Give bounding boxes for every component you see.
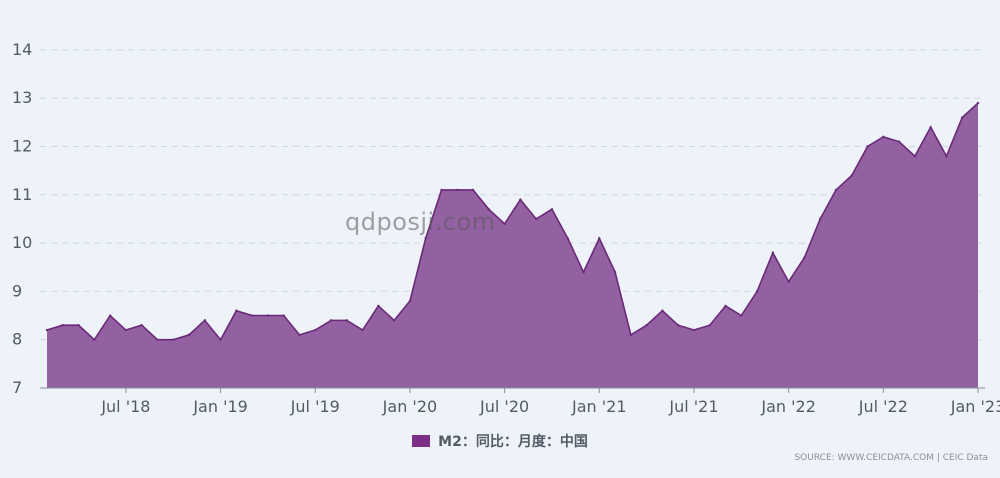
data-point (329, 319, 333, 322)
data-point (976, 101, 980, 105)
data-point (929, 125, 932, 129)
data-point (266, 314, 270, 317)
legend[interactable]: M2：同比：月度：中国 (0, 431, 1000, 451)
data-point (897, 140, 901, 143)
data-point (314, 328, 317, 332)
data-point (598, 237, 601, 240)
data-point (629, 333, 633, 337)
data-point (755, 290, 759, 293)
y-tick-label: 11 (12, 185, 32, 204)
data-point (456, 188, 459, 192)
data-point (471, 188, 475, 192)
legend-label: M2：同比：月度：中国 (438, 434, 588, 450)
legend-swatch (412, 435, 431, 447)
data-point (345, 319, 349, 322)
data-point (661, 309, 664, 312)
data-point (172, 338, 175, 341)
x-tick-label: Jul '19 (290, 397, 340, 416)
data-point (771, 251, 775, 254)
data-point (140, 324, 143, 327)
data-point (361, 328, 364, 332)
data-point (219, 338, 222, 341)
data-point (440, 188, 443, 192)
data-point (61, 324, 64, 327)
x-tick-label: Jul '20 (479, 397, 529, 416)
x-tick-label: Jan '19 (192, 397, 248, 416)
data-point (945, 154, 948, 158)
data-point (692, 328, 696, 332)
x-tick-label: Jan '21 (571, 397, 627, 416)
data-point (203, 319, 206, 322)
data-point (377, 304, 380, 308)
data-point (676, 324, 680, 327)
data-point (124, 328, 128, 332)
data-point (487, 208, 491, 211)
data-point (424, 237, 427, 240)
data-point (882, 135, 885, 139)
data-point (45, 328, 49, 332)
data-point (803, 256, 806, 259)
y-tick-label: 8 (12, 330, 22, 349)
x-tick-label: Jul '22 (858, 397, 908, 416)
x-tick-label: Jul '18 (100, 397, 150, 416)
data-point (834, 188, 838, 192)
source-note: SOURCE: WWW.CEICDATA.COM | CEIC Data (794, 453, 988, 463)
data-point (503, 222, 506, 225)
y-tick-label: 12 (12, 137, 32, 156)
data-point (613, 270, 617, 274)
data-point (740, 314, 743, 317)
x-tick-label: Jan '23 (950, 397, 1000, 416)
data-point (519, 198, 522, 201)
area-fill (47, 103, 978, 388)
data-point (866, 145, 869, 148)
data-point (566, 237, 569, 240)
data-point (93, 338, 96, 341)
data-point (235, 309, 238, 312)
data-point (724, 304, 727, 308)
data-point (187, 333, 191, 337)
data-point (708, 324, 711, 327)
x-tick-label: Jan '22 (760, 397, 816, 416)
data-point (550, 208, 554, 211)
y-tick-label: 14 (12, 40, 32, 59)
data-point (156, 338, 159, 341)
data-point (408, 299, 412, 303)
data-point (913, 154, 917, 158)
data-point (819, 217, 822, 221)
data-point (108, 314, 112, 317)
data-point (392, 319, 396, 322)
x-tick-label: Jul '21 (668, 397, 718, 416)
x-tick-label: Jan '20 (382, 397, 438, 416)
data-point (582, 270, 585, 274)
data-point (534, 217, 538, 221)
y-tick-label: 13 (12, 88, 32, 107)
series-line (46, 102, 979, 342)
y-tick-label: 10 (12, 233, 32, 252)
watermark: qdposji.com (345, 208, 496, 236)
data-point (282, 314, 285, 317)
y-tick-label: 9 (12, 281, 22, 300)
data-point (850, 174, 853, 177)
area-chart: 7 8 9 10 11 12 13 14 Jul '18 Jan '19 Jul '19 Jan '2… (12, 40, 1000, 416)
data-point (298, 333, 301, 337)
data-point (77, 324, 80, 327)
y-tick-label: 7 (12, 378, 22, 397)
data-point (787, 280, 790, 283)
data-point (645, 324, 648, 327)
data-point (250, 314, 254, 317)
data-point (961, 116, 964, 119)
